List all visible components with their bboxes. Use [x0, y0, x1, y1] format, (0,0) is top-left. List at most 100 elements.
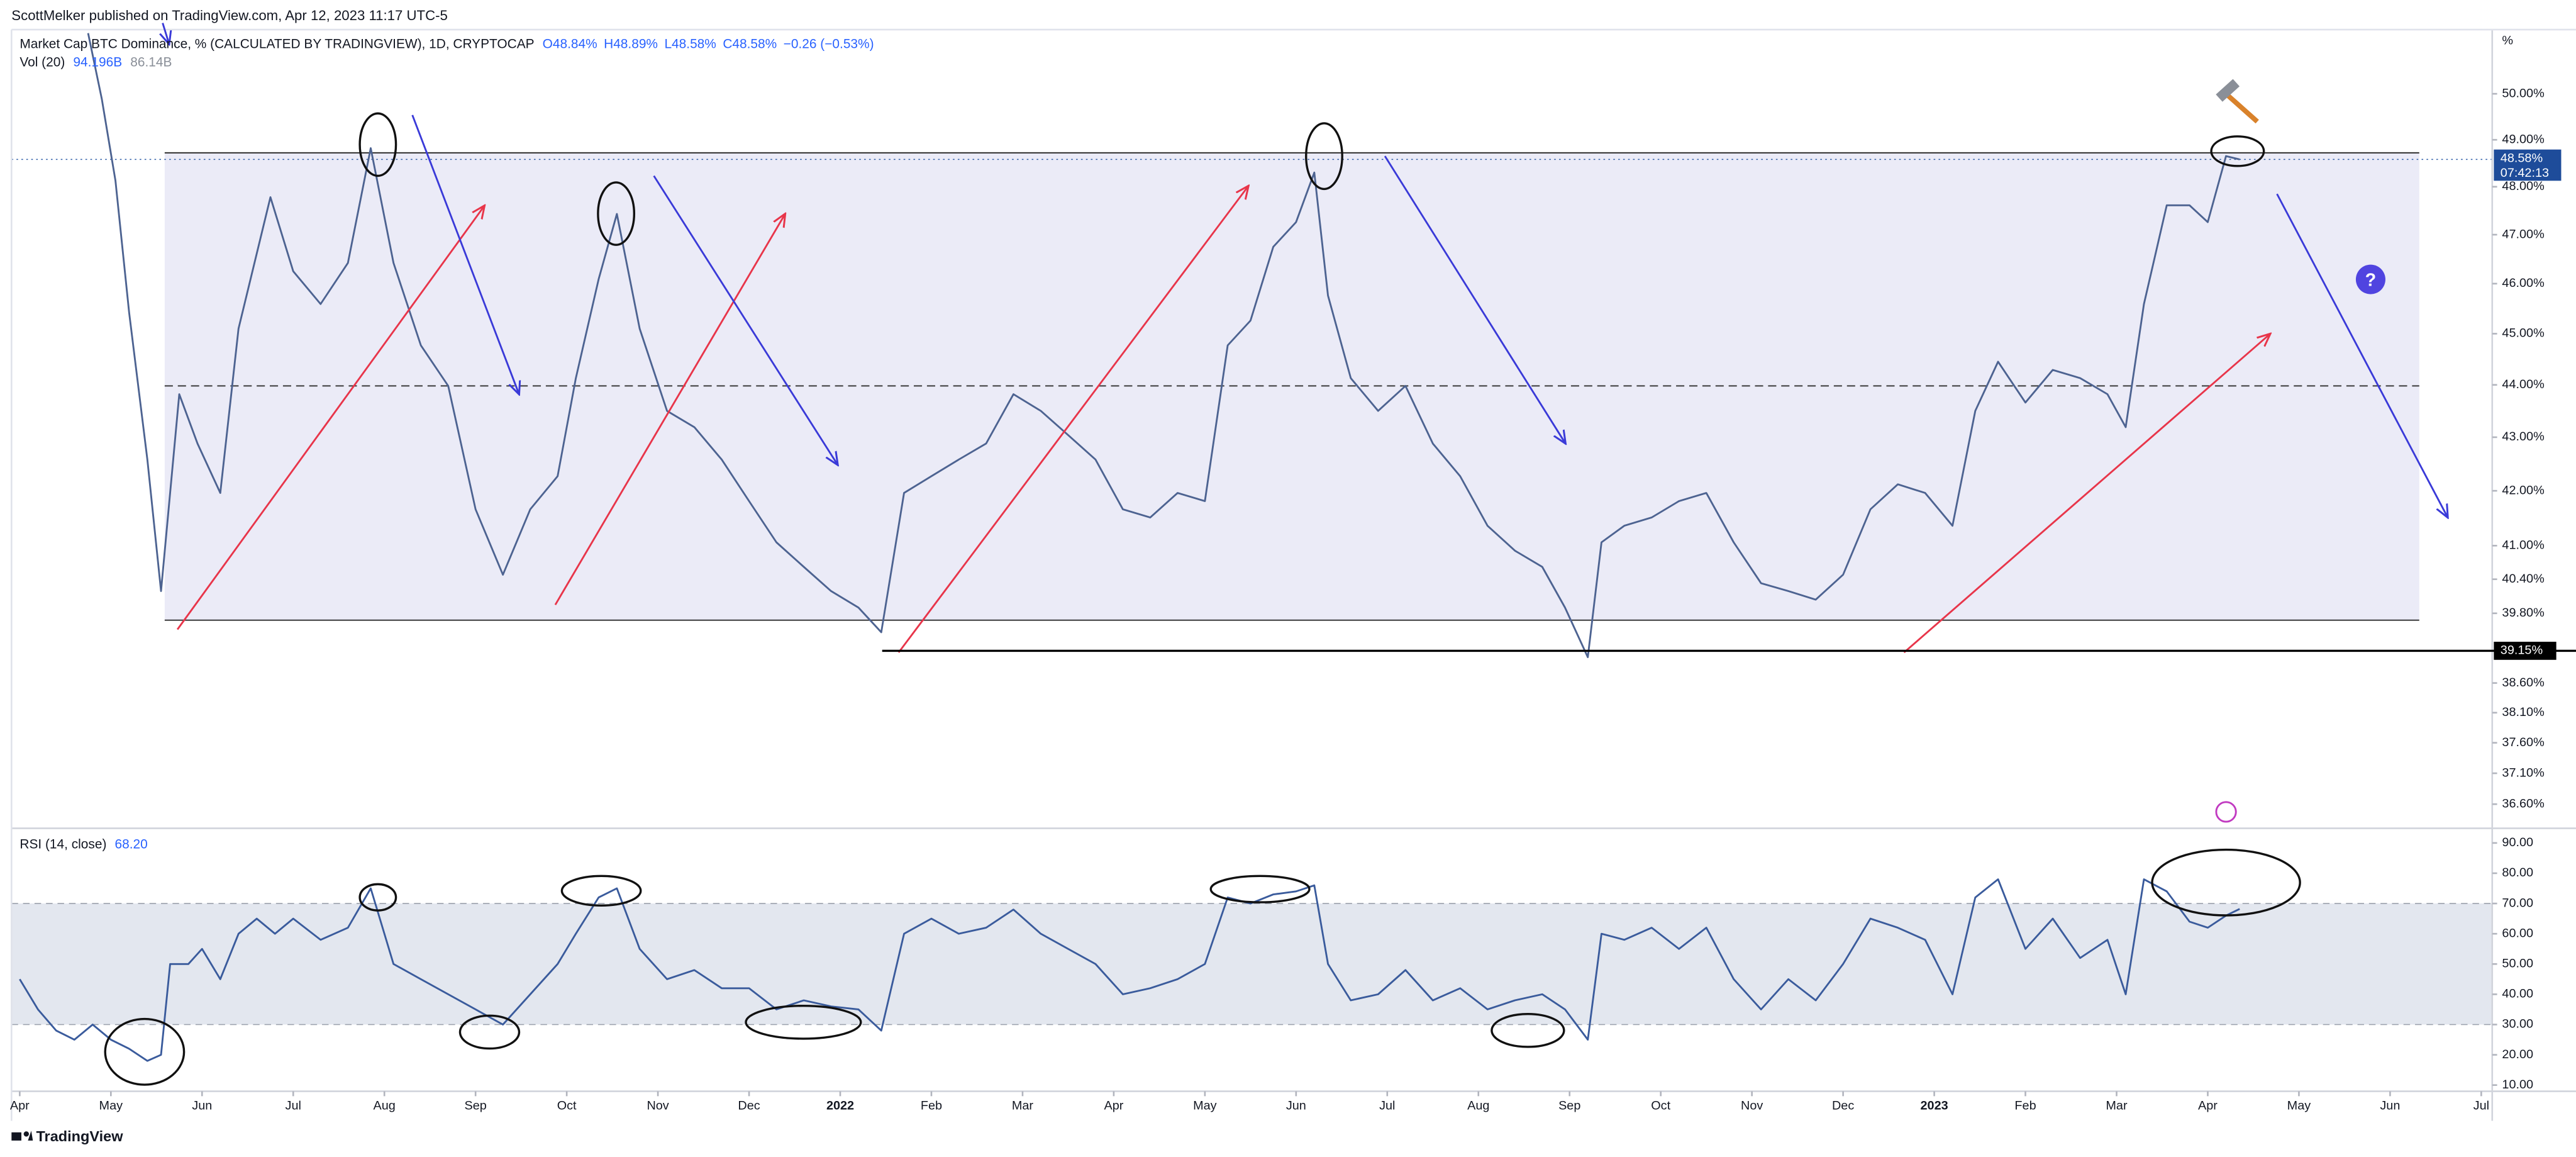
trend-arrow	[1384, 155, 1565, 444]
y-tick-label: 47.00%	[2502, 227, 2544, 241]
plot	[11, 33, 2492, 1062]
circle-mark	[1305, 122, 1343, 191]
y-tick-label: 46.00%	[2502, 276, 2544, 290]
countdown-label: 07:42:13	[2501, 166, 2549, 180]
circle-mark	[104, 1017, 186, 1086]
legend-value: O48.84%	[543, 36, 597, 51]
last-price-label: 48.58%	[2501, 151, 2543, 165]
circle-mark	[1209, 875, 1311, 903]
trend-arrow	[653, 175, 838, 466]
y-tick-label: 38.60%	[2502, 676, 2544, 690]
x-tick-label: Oct	[557, 1098, 577, 1112]
circle-mark	[2210, 135, 2265, 167]
legend-value: C48.58%	[723, 36, 777, 51]
x-tick-label: Nov	[647, 1098, 669, 1112]
circle-mark	[2151, 848, 2301, 917]
y-tick-label: 41.00%	[2502, 539, 2544, 552]
trend-arrow	[897, 186, 1248, 653]
volume-legend: Vol (20) 94.196B 86.14B	[19, 55, 172, 69]
y-tick-label: 42.00%	[2502, 483, 2544, 497]
x-tick-label: 2022	[826, 1098, 854, 1112]
rsi-title: RSI (14, close)	[19, 837, 106, 851]
circle-mark	[358, 112, 397, 177]
rsi-value: 68.20	[114, 837, 147, 851]
y-tick-label: 49.00%	[2502, 132, 2544, 146]
x-tick-label: Jun	[2380, 1098, 2400, 1112]
y-tick-label: 37.10%	[2502, 766, 2544, 780]
circle-mark	[745, 1004, 862, 1040]
footer-brand: TradingView	[36, 1128, 123, 1144]
y-tick-label: 20.00	[2502, 1048, 2533, 1061]
trend-arrow	[176, 206, 484, 630]
range-box	[164, 152, 2419, 620]
x-tick-label: Mar	[1012, 1098, 1034, 1112]
y-tick-label: 38.10%	[2502, 705, 2544, 719]
x-tick-label: Apr	[2198, 1098, 2218, 1112]
x-tick-label: Mar	[2106, 1098, 2128, 1112]
volume-value: 94.196B	[73, 55, 122, 69]
x-tick-label: Jul	[286, 1098, 301, 1112]
y-tick-label: 60.00	[2502, 926, 2533, 940]
circle-mark	[560, 875, 642, 907]
y-tick-label: 50.00%	[2502, 86, 2544, 100]
y-tick-label: 37.60%	[2502, 735, 2544, 749]
chart-title: Market Cap BTC Dominance, % (CALCULATED …	[19, 36, 534, 51]
y-tick-label: 36.60%	[2502, 796, 2544, 810]
legend-value: −0.26 (−0.53%)	[784, 36, 874, 51]
x-tick-label: Jun	[192, 1098, 212, 1112]
x-tick-label: Apr	[10, 1098, 30, 1112]
trend-arrow	[2276, 193, 2448, 518]
rsi-band	[11, 903, 2492, 1025]
x-tick-label: Jun	[1286, 1098, 1306, 1112]
y-tick-label: 10.00	[2502, 1078, 2533, 1092]
y-tick-label: 50.00	[2502, 957, 2533, 971]
circle-mark	[597, 181, 636, 246]
x-tick-label: Oct	[1651, 1098, 1670, 1112]
circle-mark	[458, 1014, 521, 1050]
series-line	[19, 878, 2240, 1062]
x-tick-label: Aug	[374, 1098, 396, 1112]
legend-value: L48.58%	[664, 36, 716, 51]
volume-title: Vol (20)	[19, 55, 65, 69]
hammer-icon	[2216, 79, 2259, 124]
y-tick-label: 40.00	[2502, 987, 2533, 1001]
x-tick-label: Sep	[1558, 1098, 1580, 1112]
y-tick-label: 40.40%	[2502, 572, 2544, 586]
x-tick-label: Feb	[921, 1098, 942, 1112]
annotations	[104, 23, 2448, 1086]
x-tick-label: Dec	[1832, 1098, 1854, 1112]
y-tick-label: 30.00	[2502, 1017, 2533, 1031]
trend-arrow	[554, 214, 786, 606]
x-tick-label: Feb	[2014, 1098, 2036, 1112]
trend-arrow	[1903, 333, 2271, 654]
circle-mark	[358, 883, 397, 912]
x-tick-label: Dec	[738, 1098, 760, 1112]
y-tick-label: 48.00%	[2502, 179, 2544, 193]
volume-ma-value: 86.14B	[130, 55, 172, 69]
rsi-legend: RSI (14, close) 68.20	[19, 837, 147, 851]
question-mark: ?	[2365, 270, 2377, 290]
y-tick-label: 80.00	[2502, 866, 2533, 880]
series-line	[87, 33, 2240, 659]
x-tick-label: Jul	[2473, 1098, 2489, 1112]
y-tick-label: 43.00%	[2502, 430, 2544, 444]
x-tick-label: May	[99, 1098, 123, 1112]
x-tick-label: 2023	[1921, 1098, 1948, 1112]
support-box	[2494, 642, 2557, 660]
event-icon	[2215, 801, 2237, 823]
y-tick-label: 45.00%	[2502, 327, 2544, 340]
circle-mark	[1491, 1013, 1565, 1048]
x-tick-label: Sep	[465, 1098, 487, 1112]
last-price-box	[2494, 149, 2562, 181]
legend-line: Market Cap BTC Dominance, % (CALCULATED …	[19, 36, 874, 51]
question-badge	[2355, 264, 2385, 294]
x-tick-label: Jul	[1379, 1098, 1395, 1112]
support-label: 39.15%	[2501, 644, 2543, 657]
publisher-header: ScottMelker published on TradingView.com…	[11, 8, 448, 23]
x-tick-label: Apr	[1104, 1098, 1123, 1112]
trend-arrow	[411, 115, 519, 394]
x-tick-label: Aug	[1467, 1098, 1489, 1112]
legend-value: H48.89%	[604, 36, 658, 51]
footer-logo	[11, 1131, 33, 1141]
